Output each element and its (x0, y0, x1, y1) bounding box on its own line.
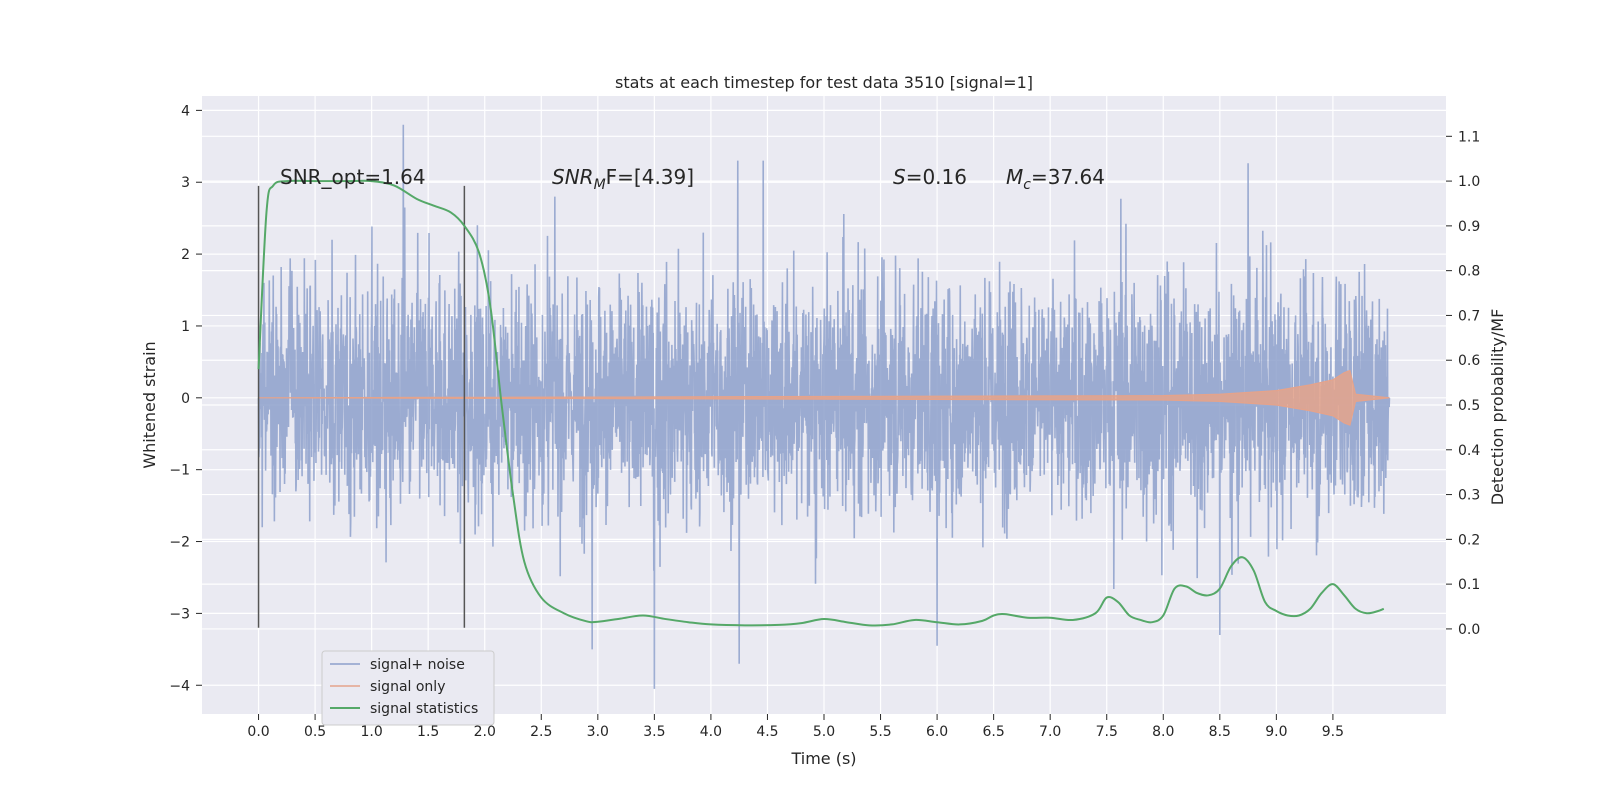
y-tick-label-left: −3 (169, 606, 190, 622)
annotation-mc-sub: c (1023, 177, 1031, 193)
x-tick-label: 7.0 (1039, 724, 1061, 740)
y-tick-label-right: 1.0 (1458, 174, 1480, 190)
annotation-snr-mf-sub: M (594, 177, 606, 193)
legend-label-signal-statistics: signal statistics (370, 701, 478, 717)
y-tick-label-right: 0.4 (1458, 443, 1480, 459)
legend-box (321, 650, 495, 726)
annotation-mc-rest: =37.64 (1031, 165, 1105, 189)
x-tick-label: 8.5 (1209, 724, 1231, 740)
x-tick-label: 0.5 (304, 724, 326, 740)
y-tick-label-right: 0.1 (1458, 577, 1480, 593)
x-tick-label: 6.0 (926, 724, 948, 740)
annotation-snr-mf-rest: F=[4.39] (606, 165, 694, 189)
y-tick-label-left: 3 (181, 175, 190, 191)
chart-title: stats at each timestep for test data 351… (615, 73, 1033, 92)
x-tick-label: 3.5 (643, 724, 665, 740)
y-tick-label-right: 0.0 (1458, 622, 1480, 638)
x-tick-label: 0.0 (247, 724, 269, 740)
y-tick-label-left: −2 (169, 535, 190, 551)
y-tick-label-left: −4 (169, 678, 190, 694)
x-tick-label: 5.0 (813, 724, 835, 740)
signal-only-series (258, 369, 1390, 426)
x-axis-label: Time (s) (790, 749, 856, 768)
y-tick-label-right: 1.1 (1458, 129, 1480, 145)
annotation-snr-mf: SNRMF=[4.39] (552, 165, 694, 193)
annotation-s-var: S (893, 165, 906, 189)
y-tick-label-left: 2 (181, 247, 190, 263)
annotation-snr-opt: SNR_opt=1.64 (280, 165, 426, 189)
x-tick-label: 8.0 (1152, 724, 1174, 740)
y-tick-label-right: 0.3 (1458, 488, 1480, 504)
y-tick-label-right: 0.9 (1458, 219, 1480, 235)
signal-statistics-line (257, 179, 1385, 627)
annotation-s: S=0.16 (893, 165, 967, 189)
annotation-snr-mf-main: SNR (552, 165, 594, 189)
vertical-markers (257, 185, 466, 628)
annotation-mc: Mc=37.64 (1006, 165, 1105, 193)
x-tick-label: 2.5 (530, 724, 552, 740)
x-tick-label: 2.0 (474, 724, 496, 740)
x-tick-label: 3.0 (587, 724, 609, 740)
y-axis-label-right: Detection probability/MF (1488, 309, 1507, 506)
y-tick-label-left: 1 (181, 319, 190, 335)
y-tick-label-right: 0.8 (1458, 264, 1480, 280)
y-axis-label-left: Whitened strain (140, 341, 159, 468)
y-tick-label-right: 0.7 (1458, 308, 1480, 324)
x-tick-label: 7.5 (1096, 724, 1118, 740)
signal-only-line (258, 369, 1390, 426)
x-tick-label: 4.0 (700, 724, 722, 740)
y-tick-label-left: −1 (169, 463, 190, 479)
signal-noise-line (257, 124, 1391, 689)
axis-ticks: 0.0 0.5 1.0 1.5 2.0 2.5 3.0 3.5 4.0 4.5 5.0 5.5 6.0 6… (169, 103, 1480, 740)
legend-label-signal-noise: signal+ noise (370, 657, 465, 673)
x-tick-label: 1.5 (417, 724, 439, 740)
legend: signal+ noise signal only signal statist… (321, 650, 495, 726)
annotation-mc-var: M (1006, 165, 1023, 189)
y-tick-label-right: 0.6 (1458, 353, 1480, 369)
x-tick-label: 4.5 (756, 724, 778, 740)
x-tick-label: 6.5 (983, 724, 1005, 740)
x-tick-label: 1.0 (361, 724, 383, 740)
y-tick-label-left: 0 (181, 391, 190, 407)
signal-statistics-series (257, 179, 1385, 627)
legend-label-signal-only: signal only (370, 679, 445, 695)
y-tick-label-left: 4 (181, 103, 190, 119)
annotation-s-rest: =0.16 (906, 165, 967, 189)
signal-noise-series (257, 124, 1391, 689)
x-tick-label: 9.5 (1322, 724, 1344, 740)
y-tick-label-right: 0.2 (1458, 532, 1480, 548)
x-tick-label: 9.0 (1265, 724, 1287, 740)
x-tick-label: 5.5 (869, 724, 891, 740)
y-tick-label-right: 0.5 (1458, 398, 1480, 414)
